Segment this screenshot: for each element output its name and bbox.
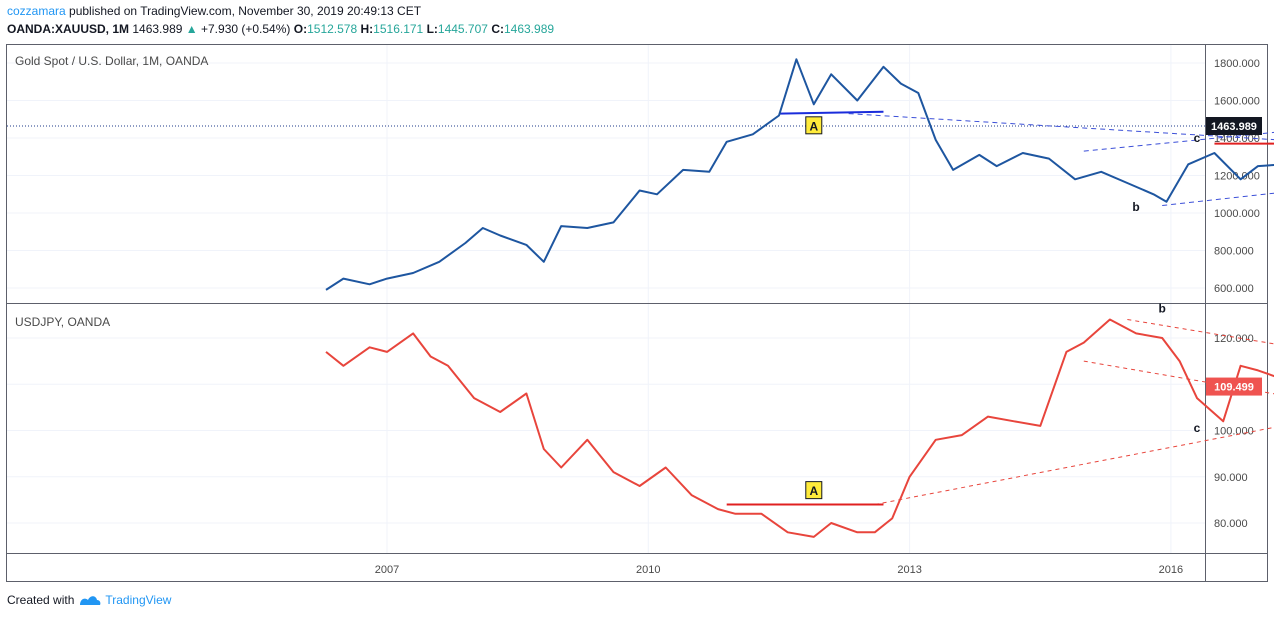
close-value: 1463.989 (503, 22, 555, 36)
gold-price-tick-label: 800.000 (1214, 246, 1254, 258)
usdjpy-pane-title: USDJPY, OANDA (15, 315, 110, 329)
published-text: published on TradingView.com, November 3… (69, 4, 422, 18)
series (325, 58, 1274, 538)
tradingview-brand-link[interactable]: TradingView (105, 593, 172, 607)
publish-info: cozzamara published on TradingView.com, … (7, 4, 421, 18)
usdjpy-wave-label-a-box (805, 481, 823, 500)
chart-area[interactable]: Gold Spot / U.S. Dollar, 1M, OANDA USDJP… (0, 0, 1274, 590)
up-arrow-icon: ▲ (185, 22, 198, 36)
price-tags: 1463.989 109.499 (1206, 117, 1262, 396)
drawings[interactable]: AbcdeAbcde (7, 109, 1274, 506)
price-change: +7.930 (+0.54%) (201, 22, 291, 36)
open-label: O: (293, 22, 308, 36)
open-value: 1512.578 (307, 22, 358, 36)
gold-price-tick-label: 1800.000 (1214, 58, 1260, 70)
chart-frame (6, 44, 1268, 582)
usdjpy-lower-dashed-trendline (874, 426, 1274, 505)
usdjpy-price-tag: 109.499 (1214, 382, 1254, 394)
last-price: 1463.989 (132, 22, 183, 36)
low-label: L: (426, 22, 438, 36)
author-link[interactable]: cozzamara (7, 4, 66, 18)
high-label: H: (360, 22, 374, 36)
gold-level-a-line (778, 110, 884, 115)
gold-price-tick-label: 1000.000 (1214, 208, 1260, 220)
gold-price-tick-label: 1600.000 (1214, 96, 1260, 108)
time-tick-label: 2013 (897, 564, 921, 576)
gold-wave-label-a-box (805, 116, 823, 135)
usdjpy-price-tag-bg (1206, 377, 1262, 396)
time-tick-label: 2007 (375, 564, 399, 576)
usdjpy-price-line (325, 318, 1274, 538)
gold-wave-label-a: A (809, 119, 818, 133)
gold-pane-title: Gold Spot / U.S. Dollar, 1M, OANDA (15, 54, 208, 68)
usdjpy-wave-label-a: A (809, 484, 818, 498)
grid (7, 45, 1205, 553)
usdjpy-price-tick-label: 90.000 (1214, 472, 1248, 484)
gold-price-line (325, 58, 1274, 291)
gold-channel-dashed-trendline (1083, 131, 1274, 152)
time-tick-label: 2016 (1159, 564, 1183, 576)
created-with-text: Created with (7, 593, 75, 607)
gold-lower-dashed-trendline (1162, 192, 1274, 206)
time-tick-label: 2010 (636, 564, 660, 576)
gold-price-tick-label: 600.000 (1214, 283, 1254, 295)
close-label: C: (491, 22, 504, 36)
usdjpy-channel-dashed-trendline (1083, 360, 1274, 395)
tradingview-logo-icon (80, 596, 101, 605)
usdjpy-wave-label-c: c (1194, 421, 1201, 435)
gold-upper-dashed-trendline (848, 113, 1274, 141)
symbol-info: OANDA:XAUUSD, 1M 1463.989 ▲ +7.930 (+0.5… (7, 22, 554, 36)
high-value: 1516.171 (373, 22, 424, 36)
usdjpy-wave-label-b: b (1159, 302, 1166, 316)
gold-price-tag-bg (1206, 117, 1262, 136)
low-value: 1445.707 (437, 22, 488, 36)
usdjpy-price-tick-label: 100.000 (1214, 426, 1254, 438)
footer: Created with TradingView (7, 593, 171, 607)
gold-wave-label-c: c (1194, 131, 1201, 145)
gold-price-tick-label: 1400.000 (1214, 133, 1260, 145)
symbol-name: OANDA:XAUUSD, 1M (7, 22, 130, 36)
gold-wave-label-b: b (1132, 200, 1139, 214)
gold-price-tag: 1463.989 (1211, 121, 1257, 133)
usdjpy-price-tick-label: 80.000 (1214, 518, 1248, 530)
